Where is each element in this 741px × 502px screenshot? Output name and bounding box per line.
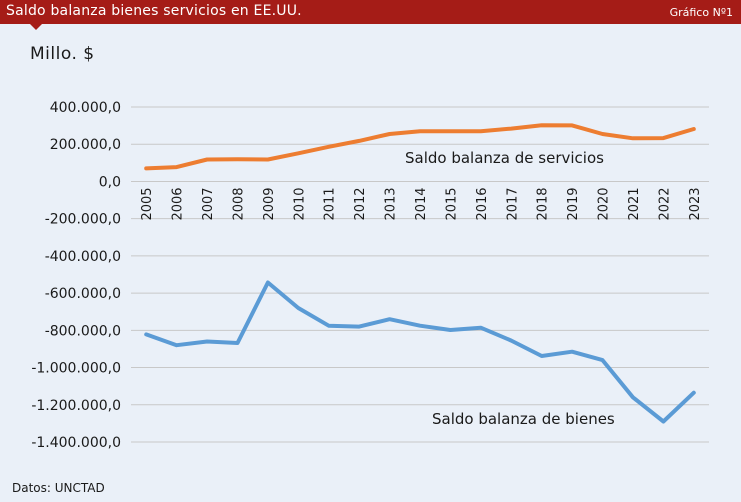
header-notch <box>30 24 42 30</box>
y-tick-label: 400.000,0 <box>50 100 121 116</box>
x-tick-label: 2005 <box>140 187 155 220</box>
x-tick-label: 2014 <box>414 187 429 220</box>
x-tick-label: 2018 <box>536 187 551 220</box>
x-tick-label: 2008 <box>231 187 246 220</box>
x-tick-labels: 2005 2006 2007 2008 2009 2010 2011 2012 2013 2014… <box>140 187 703 220</box>
x-tick-label: 2023 <box>688 187 703 220</box>
x-tick-label: 2012 <box>353 187 368 220</box>
y-tick-label: -200.000,0 <box>45 212 121 228</box>
series-lines <box>144 123 696 424</box>
y-tick-label: 0,0 <box>99 174 121 190</box>
y-tick-label: -800.000,0 <box>45 323 121 339</box>
y-tick-labels: 400.000,0 200.000,0 0,0 -200.000,0 -400.000,… <box>31 100 121 451</box>
x-tick-label: 2020 <box>597 187 612 220</box>
x-tick-label: 2021 <box>627 187 642 220</box>
x-tick-label: 2015 <box>444 187 459 220</box>
series-label-bienes: Saldo balanza de bienes <box>432 410 615 428</box>
gridlines <box>131 106 709 443</box>
y-tick-label: 200.000,0 <box>50 137 121 153</box>
y-tick-label: -400.000,0 <box>45 249 121 265</box>
series-line-bienes <box>144 280 696 424</box>
chart-number-badge: Gráfico Nº1 <box>669 6 733 19</box>
y-tick-label: -1.400.000,0 <box>31 435 121 451</box>
x-tick-label: 2013 <box>384 187 399 220</box>
x-tick-label: 2019 <box>566 187 581 220</box>
chart-header: Saldo balanza bienes servicios en EE.UU.… <box>0 0 741 30</box>
chart-title: Saldo balanza bienes servicios en EE.UU. <box>6 3 302 19</box>
x-tick-label: 2009 <box>262 187 277 220</box>
series-label-servicios: Saldo balanza de servicios <box>405 149 604 167</box>
x-tick-label: 2010 <box>292 187 307 220</box>
y-tick-label: -1.000.000,0 <box>31 361 121 377</box>
y-axis-unit-label: Millo. $ <box>30 44 95 64</box>
series-line-servicios <box>144 123 696 171</box>
data-source: Datos: UNCTAD <box>12 481 105 495</box>
y-tick-label: -600.000,0 <box>45 286 121 302</box>
x-tick-label: 2007 <box>201 187 216 220</box>
x-tick-label: 2017 <box>505 187 520 220</box>
x-tick-label: 2022 <box>657 187 672 220</box>
x-tick-label: 2016 <box>475 187 490 220</box>
x-tick-label: 2011 <box>323 187 338 220</box>
y-tick-label: -1.200.000,0 <box>31 398 121 414</box>
x-tick-label: 2006 <box>171 187 186 220</box>
